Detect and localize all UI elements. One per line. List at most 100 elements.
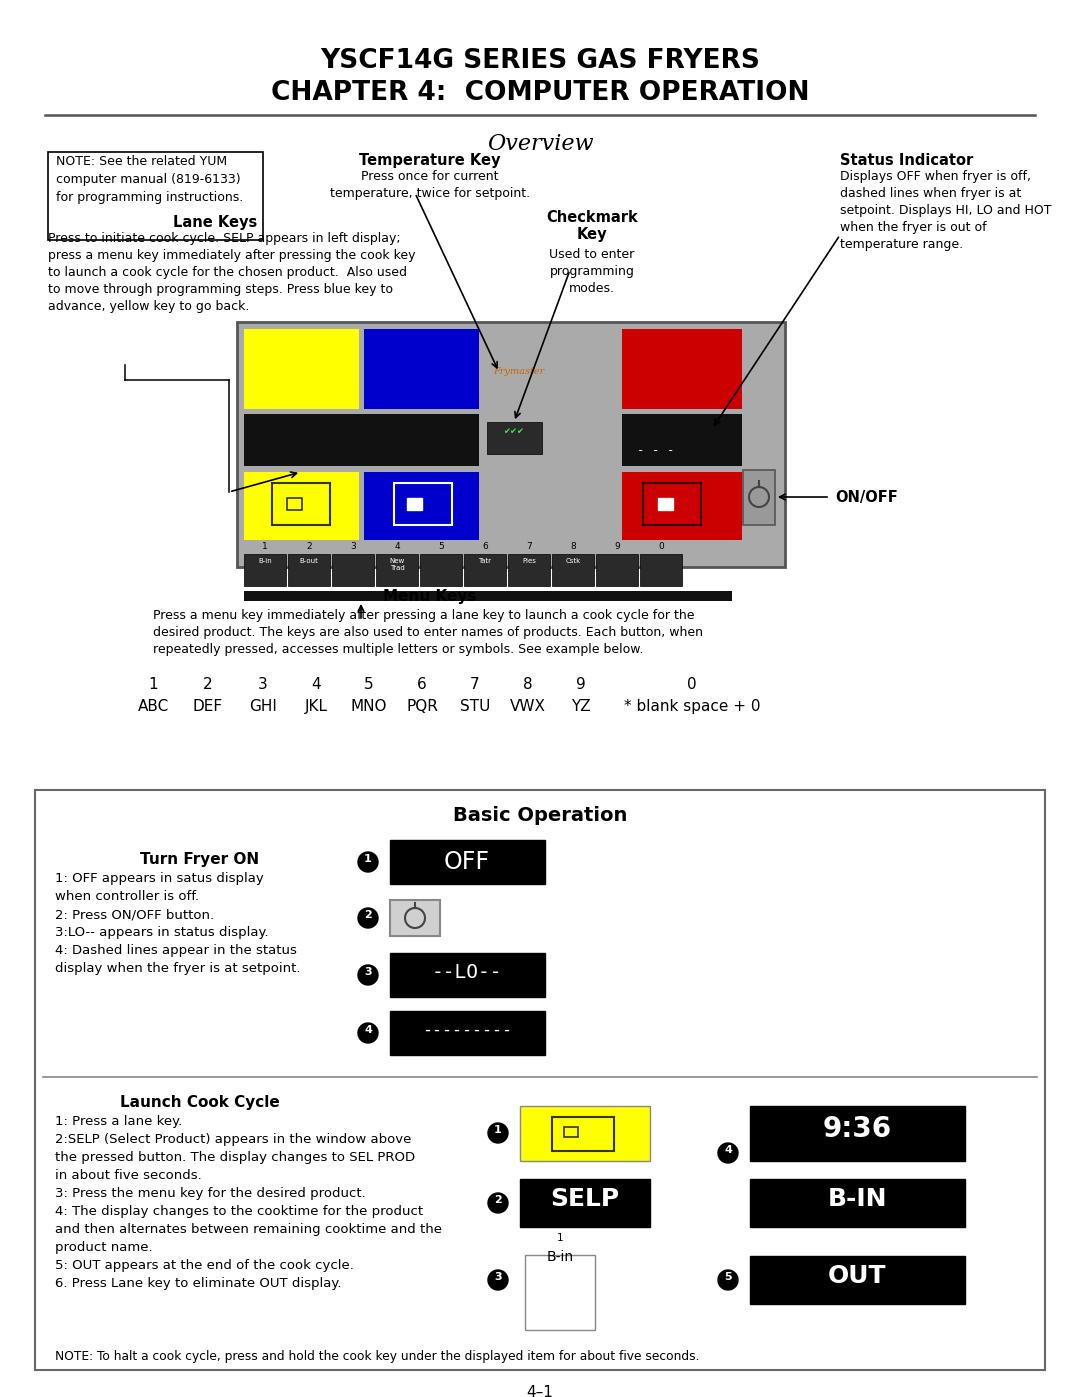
Bar	[552, 1118, 615, 1151]
Text: ON/OFF: ON/OFF	[835, 490, 897, 504]
Text: YSCF14G SERIES GAS FRYERS: YSCF14G SERIES GAS FRYERS	[320, 47, 760, 74]
Text: SELP: SELP	[551, 1187, 620, 1211]
Text: 6: 6	[482, 542, 488, 550]
Text: OFF: OFF	[444, 849, 490, 875]
Text: 2: 2	[203, 678, 213, 692]
Text: Tatr: Tatr	[478, 557, 491, 564]
Circle shape	[488, 1193, 508, 1213]
Text: 4: 4	[394, 542, 400, 550]
Text: B-out: B-out	[299, 557, 319, 564]
Text: STU: STU	[460, 698, 490, 714]
Bar	[519, 1106, 650, 1161]
Text: Pies: Pies	[522, 557, 536, 564]
Bar	[658, 497, 673, 510]
Bar	[244, 555, 286, 585]
Text: Lane Keys: Lane Keys	[173, 215, 257, 231]
Bar	[750, 1256, 966, 1303]
Text: Turn Fryer ON: Turn Fryer ON	[140, 852, 259, 868]
Circle shape	[357, 1023, 378, 1044]
Text: Cstk: Cstk	[565, 557, 581, 564]
Text: PQR: PQR	[406, 698, 437, 714]
Circle shape	[718, 1143, 738, 1162]
Text: VWX: VWX	[510, 698, 546, 714]
Text: Overview: Overview	[487, 133, 593, 155]
Text: Status Indicator: Status Indicator	[840, 154, 973, 168]
Bar	[407, 497, 422, 510]
Text: NOTE: To halt a cook cycle, press and hold the cook key under the displayed item: NOTE: To halt a cook cycle, press and ho…	[55, 1350, 700, 1363]
Text: OUT: OUT	[827, 1264, 887, 1288]
Text: Menu Keys: Menu Keys	[383, 590, 476, 604]
Bar	[519, 1179, 650, 1227]
Bar	[364, 330, 480, 409]
Bar	[272, 483, 330, 525]
Bar	[596, 555, 638, 585]
Circle shape	[488, 1123, 508, 1143]
Bar	[622, 330, 742, 409]
Text: 3: 3	[350, 542, 356, 550]
Text: GHI: GHI	[249, 698, 276, 714]
Text: - - -: - - -	[637, 444, 675, 457]
Text: B-IN: B-IN	[827, 1187, 887, 1211]
Text: 5: 5	[725, 1273, 732, 1282]
Text: Press to initiate cook cycle. SELP appears in left display;
press a menu key imm: Press to initiate cook cycle. SELP appea…	[48, 232, 416, 313]
Text: Press a menu key immediately after pressing a lane key to launch a cook cycle fo: Press a menu key immediately after press…	[153, 609, 703, 657]
Bar	[564, 1127, 578, 1137]
Text: Checkmark
Key: Checkmark Key	[546, 210, 638, 243]
Bar	[420, 555, 462, 585]
Text: 1: 1	[556, 1234, 564, 1243]
Bar	[244, 330, 359, 409]
Bar	[622, 414, 742, 467]
Bar	[376, 555, 418, 585]
Text: ---------: ---------	[422, 1021, 512, 1039]
Bar	[487, 422, 542, 454]
Text: 0: 0	[687, 678, 697, 692]
Bar	[332, 555, 374, 585]
Bar	[35, 789, 1045, 1370]
Text: 1: Press a lane key.
2:SELP (Select Product) appears in the window above
the pre: 1: Press a lane key. 2:SELP (Select Prod…	[55, 1115, 442, 1289]
Bar	[288, 555, 330, 585]
Text: 3: 3	[258, 678, 268, 692]
Circle shape	[718, 1270, 738, 1289]
Bar	[394, 483, 453, 525]
Bar	[622, 472, 742, 541]
Text: 0: 0	[658, 542, 664, 550]
Bar	[287, 497, 302, 510]
Text: MNO: MNO	[351, 698, 388, 714]
Text: 1: 1	[262, 542, 268, 550]
Bar	[552, 555, 594, 585]
Text: 5: 5	[364, 678, 374, 692]
Text: ABC: ABC	[137, 698, 168, 714]
Bar	[364, 472, 480, 541]
Bar	[750, 1106, 966, 1161]
Text: 1: 1	[495, 1125, 502, 1134]
Text: 2: 2	[364, 909, 372, 921]
Bar	[48, 152, 264, 240]
Text: Used to enter
programming
modes.: Used to enter programming modes.	[550, 249, 635, 295]
Text: ✔✔✔: ✔✔✔	[503, 427, 525, 436]
Text: JKL: JKL	[305, 698, 327, 714]
Bar	[390, 953, 545, 997]
Text: 4: 4	[364, 1025, 372, 1035]
Text: 3: 3	[364, 967, 372, 977]
Text: 9: 9	[615, 542, 620, 550]
Text: 8: 8	[523, 678, 532, 692]
Text: Launch Cook Cycle: Launch Cook Cycle	[120, 1095, 280, 1111]
Bar	[244, 414, 480, 467]
Bar	[643, 483, 701, 525]
Text: 9: 9	[576, 678, 585, 692]
Bar	[390, 840, 545, 884]
Text: CHAPTER 4:  COMPUTER OPERATION: CHAPTER 4: COMPUTER OPERATION	[271, 80, 809, 106]
Text: Basic Operation: Basic Operation	[453, 806, 627, 826]
Bar	[750, 1179, 966, 1227]
Text: DEF: DEF	[193, 698, 224, 714]
Text: 4: 4	[724, 1146, 732, 1155]
Text: B-in: B-in	[546, 1250, 573, 1264]
Text: 7: 7	[470, 678, 480, 692]
Circle shape	[357, 852, 378, 872]
Bar	[464, 555, 507, 585]
Text: 7: 7	[526, 542, 531, 550]
Bar	[525, 1255, 595, 1330]
Text: New
Trad: New Trad	[390, 557, 405, 571]
Text: 2: 2	[307, 542, 312, 550]
Circle shape	[488, 1270, 508, 1289]
